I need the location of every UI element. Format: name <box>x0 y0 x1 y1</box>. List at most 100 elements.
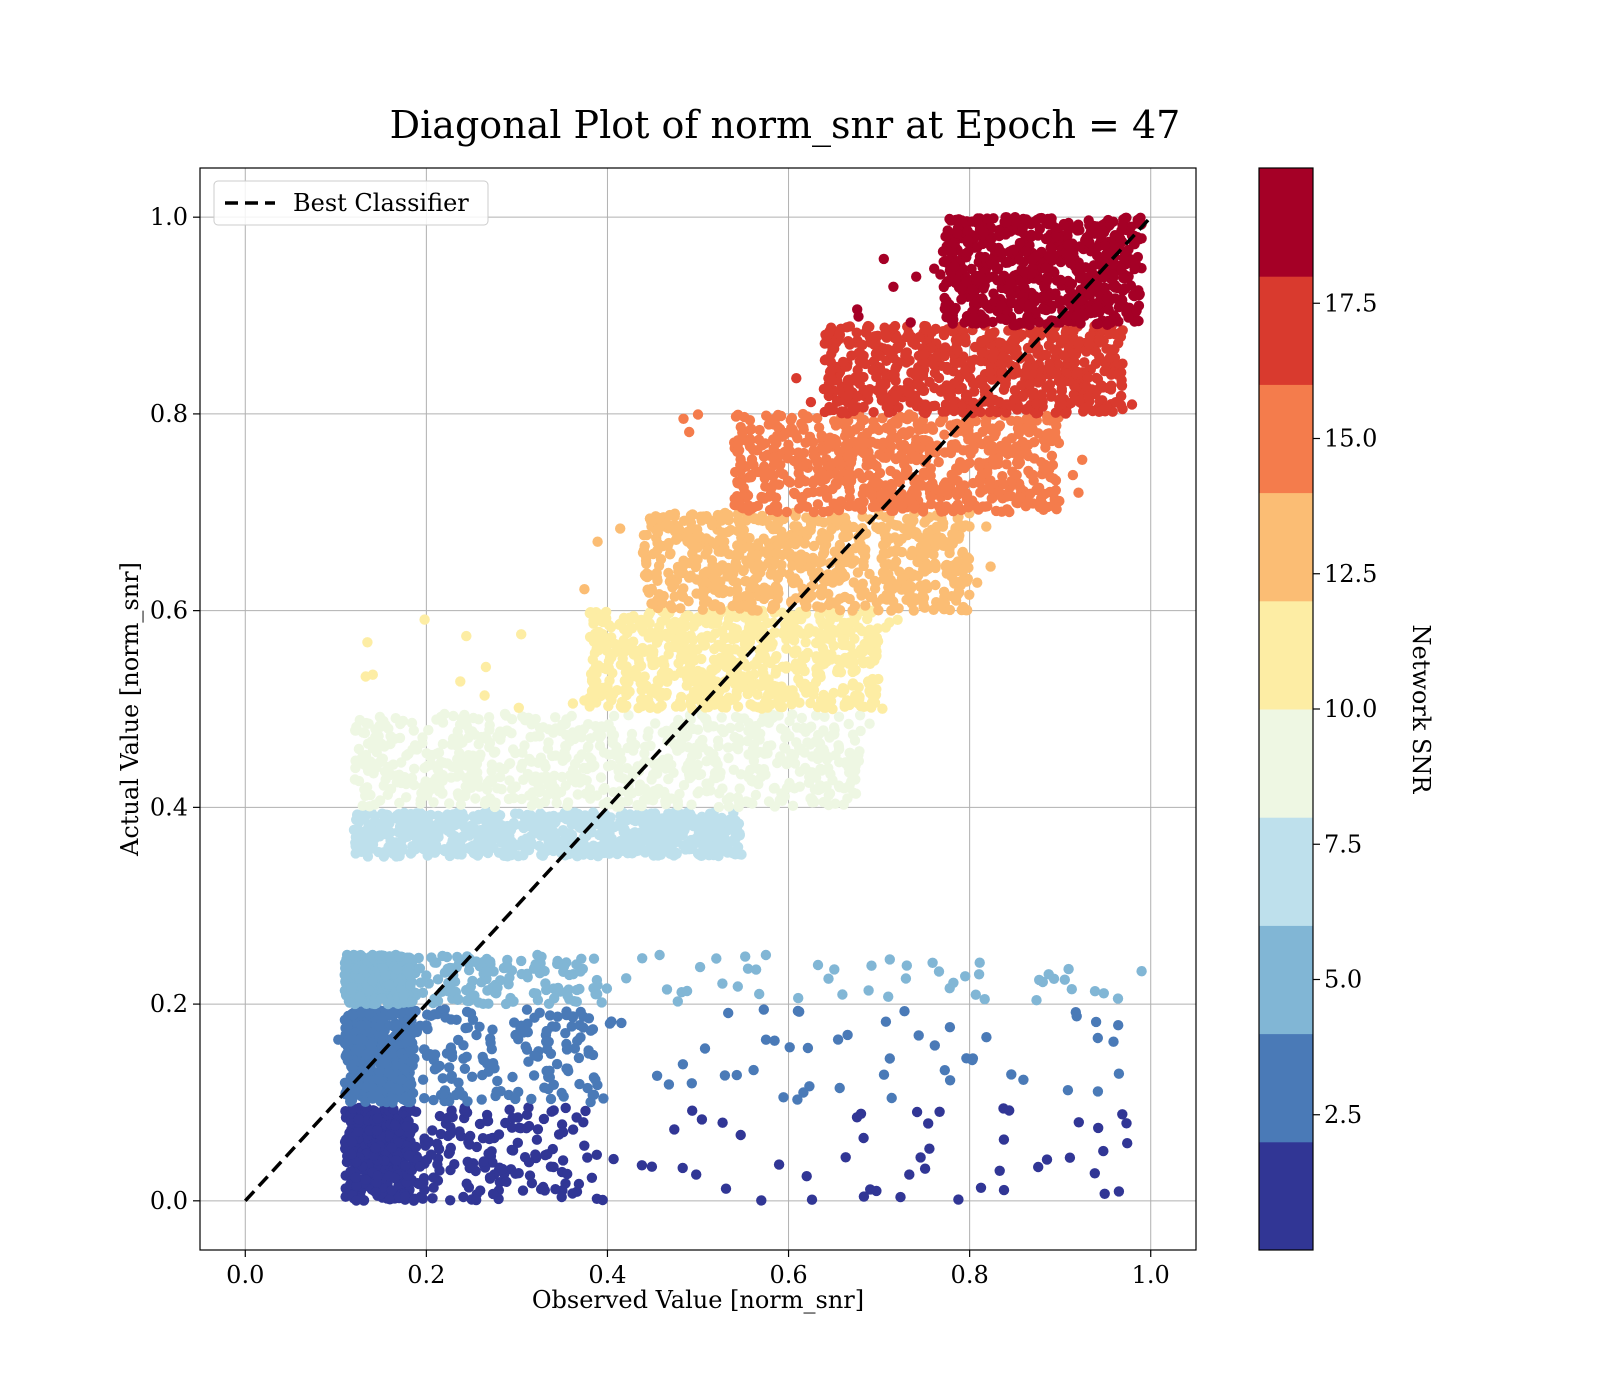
data-point <box>998 1184 1010 1196</box>
data-point <box>896 573 908 584</box>
data-point <box>415 977 426 988</box>
data-point <box>397 844 408 856</box>
data-point <box>409 740 421 751</box>
data-point <box>539 965 550 977</box>
data-point <box>678 583 689 594</box>
data-point <box>477 1051 488 1063</box>
data-point <box>352 1126 364 1137</box>
data-point <box>795 551 807 563</box>
data-point <box>534 786 545 798</box>
data-point <box>453 993 464 1005</box>
data-point <box>686 696 697 707</box>
data-point <box>730 741 741 752</box>
data-point <box>646 583 657 595</box>
data-point <box>723 549 735 560</box>
data-point <box>1089 1168 1101 1179</box>
data-point <box>682 610 693 621</box>
data-point <box>455 676 466 687</box>
data-point <box>486 1044 497 1055</box>
data-point <box>862 613 873 625</box>
data-point <box>682 526 693 538</box>
data-point <box>346 1136 358 1148</box>
data-point <box>551 797 562 809</box>
data-point <box>592 536 603 547</box>
data-point <box>350 725 361 736</box>
data-point <box>663 641 675 652</box>
data-point <box>409 763 420 774</box>
data-point <box>372 1170 383 1182</box>
data-point <box>646 774 657 785</box>
data-point <box>571 996 582 1007</box>
data-point <box>470 793 481 804</box>
data-point <box>643 726 654 737</box>
data-point <box>507 1145 519 1156</box>
data-point <box>730 644 741 655</box>
data-point <box>552 1011 563 1022</box>
data-point <box>484 1173 496 1184</box>
data-point <box>655 554 667 565</box>
data-point <box>448 710 459 722</box>
data-point <box>854 693 865 705</box>
data-point <box>487 1157 498 1168</box>
data-point <box>464 1162 475 1174</box>
data-point <box>790 593 802 604</box>
data-point <box>732 584 743 595</box>
data-point <box>357 752 368 763</box>
data-point <box>636 800 647 812</box>
data-point <box>374 1021 385 1032</box>
data-point <box>1006 1069 1017 1080</box>
data-point <box>428 797 439 808</box>
data-point <box>640 555 652 566</box>
data-point <box>746 423 757 435</box>
data-point <box>483 1066 494 1077</box>
data-point <box>696 1114 708 1125</box>
data-point <box>950 558 962 570</box>
data-point <box>773 1159 785 1170</box>
data-point <box>704 808 716 819</box>
data-point <box>465 992 476 1003</box>
data-point <box>351 1195 362 1206</box>
data-point <box>383 1130 394 1142</box>
data-point <box>1099 1188 1110 1200</box>
data-point <box>539 758 550 769</box>
data-point <box>587 686 598 698</box>
data-point <box>792 1005 804 1017</box>
data-point <box>680 731 692 742</box>
data-point <box>723 801 735 812</box>
data-point <box>1043 969 1054 980</box>
data-point <box>710 628 721 639</box>
data-point <box>723 509 734 521</box>
data-point <box>440 1012 451 1023</box>
data-point <box>421 970 432 981</box>
data-point <box>371 747 382 758</box>
data-point <box>837 989 848 1000</box>
data-point <box>385 1010 396 1021</box>
scatter-points <box>333 212 1147 1206</box>
data-point <box>365 1040 377 1051</box>
data-point <box>389 1120 401 1131</box>
data-point <box>941 568 952 579</box>
data-point <box>748 1064 759 1076</box>
data-point <box>432 974 444 985</box>
data-point <box>333 1034 344 1045</box>
data-point <box>388 1042 399 1053</box>
data-point <box>640 741 651 752</box>
data-point <box>351 1180 362 1191</box>
data-point <box>529 1050 540 1061</box>
data-point <box>960 605 972 616</box>
data-point <box>720 644 731 656</box>
data-point <box>908 569 919 580</box>
data-point <box>766 686 778 697</box>
data-point <box>690 833 701 844</box>
data-point <box>491 1086 502 1097</box>
data-point <box>526 1093 537 1105</box>
data-point <box>973 969 985 980</box>
data-point <box>877 703 888 714</box>
data-point <box>1090 1016 1102 1028</box>
data-point <box>911 527 922 539</box>
data-point <box>699 1043 711 1054</box>
data-point <box>581 775 592 786</box>
data-point <box>444 798 455 809</box>
data-point <box>513 808 525 819</box>
data-point <box>556 1191 567 1203</box>
